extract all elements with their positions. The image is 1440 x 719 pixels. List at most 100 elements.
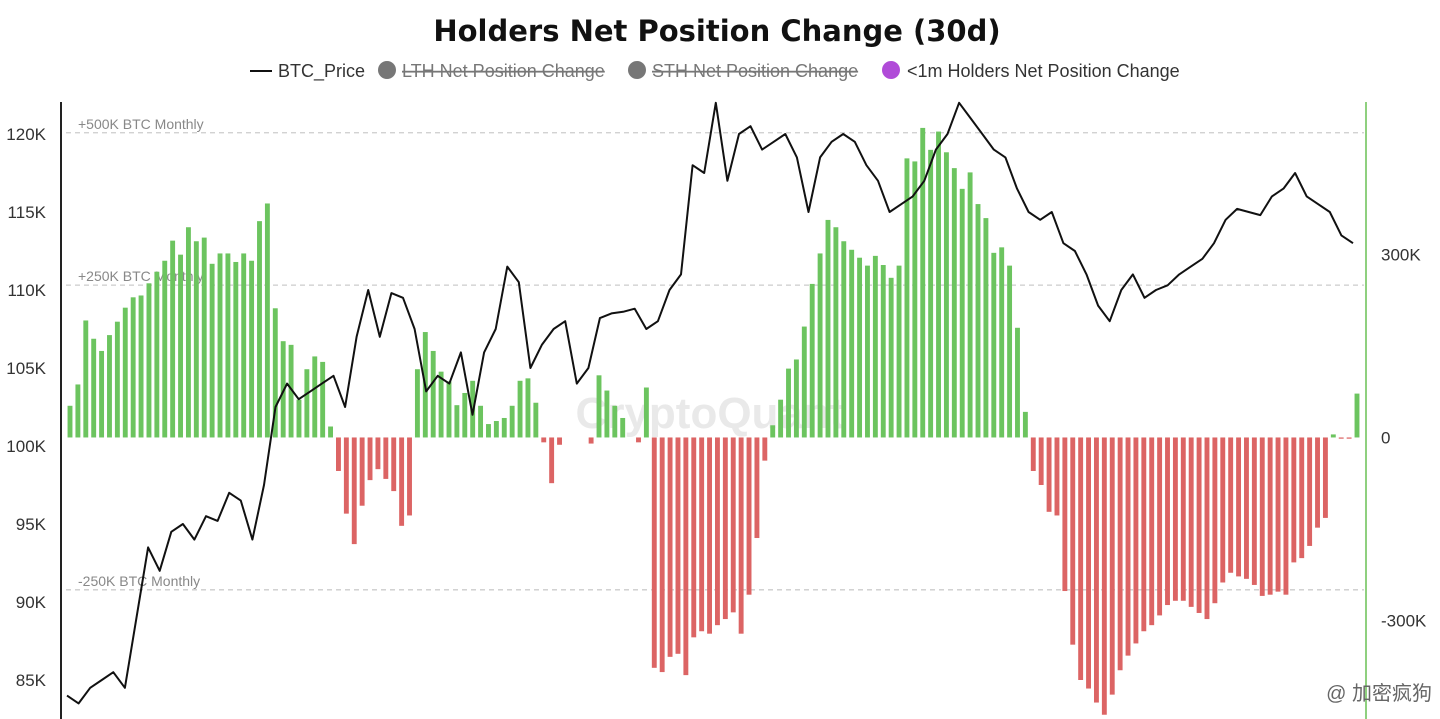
legend-lth-label[interactable]: LTH Net Position Change xyxy=(402,61,605,81)
right-axis-ticks: 300K 0 -300K xyxy=(1381,246,1427,631)
net-position-bar xyxy=(683,437,689,676)
reference-line-label: +250K BTC Monthly xyxy=(78,268,204,284)
net-position-bar xyxy=(841,241,847,438)
net-position-bar xyxy=(225,253,231,438)
net-position-bar xyxy=(699,437,705,632)
net-position-bar xyxy=(272,308,278,438)
net-position-bar xyxy=(636,437,641,443)
net-position-bar xyxy=(738,437,744,634)
net-position-bar xyxy=(462,392,468,438)
net-position-bar xyxy=(1022,411,1028,438)
net-position-bar xyxy=(549,437,555,484)
net-position-bar xyxy=(667,437,673,657)
net-position-bar xyxy=(75,384,81,438)
net-position-bar xyxy=(201,237,207,438)
left-axis-tick-label: 120K xyxy=(6,125,46,144)
net-position-bar xyxy=(1109,437,1115,695)
net-position-bar xyxy=(438,371,444,438)
legend: BTC_Price LTH Net Position Change STH Ne… xyxy=(250,61,1180,82)
net-position-bar xyxy=(1093,437,1099,703)
net-position-bar xyxy=(1322,437,1328,518)
net-position-bar xyxy=(959,188,965,438)
net-position-bar xyxy=(1038,437,1044,485)
net-position-bar xyxy=(241,253,247,438)
net-position-bar xyxy=(1062,437,1068,592)
net-position-bar xyxy=(414,369,420,438)
chart-title: Holders Net Position Change (30d) xyxy=(433,14,1000,48)
left-axis-tick-label: 115K xyxy=(8,203,47,222)
net-position-bar xyxy=(754,437,760,539)
left-axis-tick-label: 85K xyxy=(16,671,47,690)
net-position-bar xyxy=(786,368,791,438)
net-position-bar xyxy=(375,437,381,470)
net-position-bar xyxy=(170,240,176,438)
left-axis-tick-label: 100K xyxy=(6,437,46,456)
net-position-bar xyxy=(343,437,349,514)
net-position-bar xyxy=(865,265,870,438)
left-axis-tick-label: 105K xyxy=(6,359,46,378)
net-position-bar xyxy=(715,437,720,626)
net-position-bar xyxy=(359,437,365,506)
net-position-bars xyxy=(67,127,1360,715)
net-position-bar xyxy=(1015,327,1020,438)
net-position-bar xyxy=(407,437,412,516)
net-position-bar xyxy=(257,221,262,438)
net-position-bar xyxy=(1133,437,1139,644)
net-position-bar xyxy=(193,241,199,438)
net-position-bar xyxy=(328,426,334,438)
net-position-bar xyxy=(675,437,681,654)
legend-1m-label[interactable]: <1m Holders Net Position Change xyxy=(907,61,1180,81)
net-position-bar xyxy=(122,307,128,438)
net-position-bar xyxy=(967,172,973,438)
net-position-bar xyxy=(999,247,1005,438)
net-position-bar xyxy=(1236,437,1242,577)
net-position-bar xyxy=(114,321,120,438)
net-position-bar xyxy=(541,437,547,443)
net-position-bar xyxy=(604,390,610,438)
net-position-bar xyxy=(533,402,539,438)
net-position-bar xyxy=(1149,437,1155,626)
net-position-bar xyxy=(1330,434,1336,438)
net-position-bar xyxy=(746,437,752,595)
net-position-bar xyxy=(943,152,949,438)
net-position-bar xyxy=(1244,437,1249,579)
net-position-bar xyxy=(770,425,776,438)
net-position-bar xyxy=(383,437,389,479)
net-position-bar xyxy=(1338,437,1344,439)
net-position-bar xyxy=(233,261,239,438)
net-position-bar xyxy=(185,227,191,438)
net-position-bar xyxy=(1307,437,1313,546)
net-position-bar xyxy=(778,399,784,438)
net-position-bar xyxy=(596,375,602,438)
net-position-bar xyxy=(178,254,183,438)
net-position-bar xyxy=(304,369,310,438)
net-position-bar xyxy=(557,437,562,445)
net-position-bar xyxy=(1315,437,1320,528)
net-position-bar xyxy=(730,437,736,613)
net-position-bar xyxy=(154,271,160,438)
legend-sth-label[interactable]: STH Net Position Change xyxy=(652,61,858,81)
legend-1m-dot-icon xyxy=(882,61,900,79)
net-position-bar xyxy=(920,127,926,438)
net-position-bar xyxy=(912,161,918,438)
net-position-bar xyxy=(1220,437,1226,583)
reference-line-label: -250K BTC Monthly xyxy=(78,573,200,589)
net-position-bar xyxy=(138,295,144,438)
net-position-bar xyxy=(588,437,594,444)
net-position-bar xyxy=(1030,437,1036,471)
net-position-bar xyxy=(707,437,712,634)
net-position-bar xyxy=(1157,437,1163,616)
net-position-bar xyxy=(296,399,302,438)
net-position-bar xyxy=(888,277,894,438)
net-position-bar xyxy=(162,260,168,438)
net-position-bar xyxy=(1196,437,1202,613)
net-position-bar xyxy=(1054,437,1060,516)
net-position-bar xyxy=(351,437,357,545)
net-position-bar xyxy=(1117,437,1123,671)
net-position-bar xyxy=(801,326,807,438)
right-axis-tick-label: -300K xyxy=(1381,611,1427,630)
net-position-bar xyxy=(83,320,89,438)
legend-btc-price-label[interactable]: BTC_Price xyxy=(278,61,365,82)
net-position-bar xyxy=(1204,437,1210,620)
net-position-bar xyxy=(849,249,855,438)
